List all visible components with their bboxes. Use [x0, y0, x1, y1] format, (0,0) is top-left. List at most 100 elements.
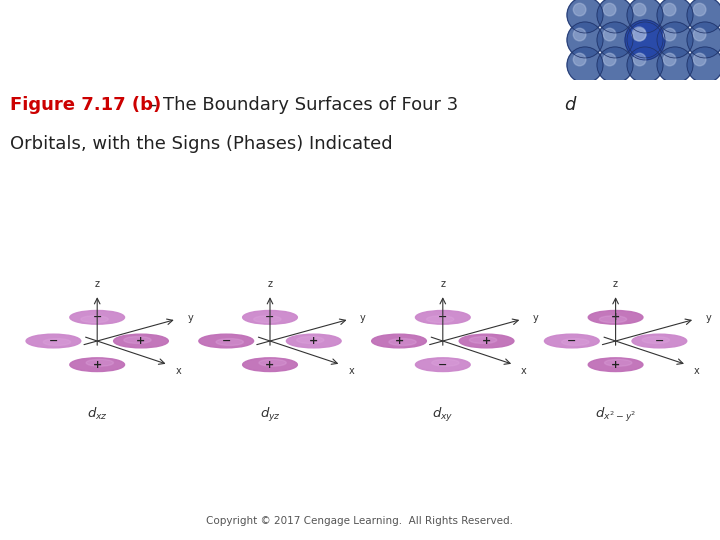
Circle shape: [663, 28, 676, 41]
Ellipse shape: [70, 358, 125, 372]
Ellipse shape: [124, 336, 151, 343]
Text: +: +: [611, 312, 620, 322]
Ellipse shape: [469, 336, 497, 343]
Text: +: +: [611, 360, 620, 370]
Ellipse shape: [415, 310, 470, 324]
Circle shape: [603, 3, 616, 16]
Circle shape: [567, 0, 603, 33]
Circle shape: [597, 47, 633, 83]
Text: +: +: [93, 360, 102, 370]
Text: Copyright © 2017 Cengage Learning.  All Rights Reserved.: Copyright © 2017 Cengage Learning. All R…: [207, 516, 513, 526]
Ellipse shape: [70, 310, 125, 324]
Text: x: x: [348, 366, 354, 376]
Circle shape: [627, 22, 663, 58]
Text: - The Boundary Surfaces of Four 3: - The Boundary Surfaces of Four 3: [145, 96, 458, 113]
Ellipse shape: [415, 358, 470, 372]
Ellipse shape: [588, 358, 643, 372]
Circle shape: [573, 3, 586, 16]
Text: d: d: [564, 96, 575, 113]
Text: +: +: [266, 360, 274, 370]
Circle shape: [634, 28, 646, 41]
Text: Figure 7.17 (b): Figure 7.17 (b): [10, 96, 161, 113]
Text: −: −: [438, 360, 448, 370]
Circle shape: [657, 47, 693, 83]
Text: −: −: [438, 312, 448, 322]
Ellipse shape: [26, 334, 81, 348]
Text: $d_{x^2-y^2}$: $d_{x^2-y^2}$: [595, 406, 636, 423]
Text: Orbital Shapes and Energies: Orbital Shapes and Energies: [8, 44, 275, 62]
Text: $d_{xz}$: $d_{xz}$: [86, 406, 108, 422]
Text: −: −: [92, 312, 102, 322]
Circle shape: [663, 53, 676, 66]
Text: x: x: [176, 366, 181, 376]
Circle shape: [627, 47, 663, 83]
Text: z: z: [613, 279, 618, 289]
Ellipse shape: [372, 334, 426, 348]
Ellipse shape: [259, 359, 287, 366]
Circle shape: [603, 53, 616, 66]
Ellipse shape: [605, 359, 632, 366]
Ellipse shape: [588, 310, 643, 324]
Circle shape: [634, 53, 646, 66]
Text: y: y: [360, 313, 366, 322]
Text: Section 7.7: Section 7.7: [8, 18, 122, 36]
Ellipse shape: [86, 359, 114, 366]
Circle shape: [627, 0, 663, 33]
Ellipse shape: [43, 339, 71, 346]
Text: x: x: [694, 366, 700, 376]
Text: −: −: [222, 336, 231, 346]
Ellipse shape: [287, 334, 341, 348]
Circle shape: [693, 3, 706, 16]
Text: −: −: [567, 336, 577, 346]
Ellipse shape: [114, 334, 168, 348]
Circle shape: [573, 53, 586, 66]
Ellipse shape: [216, 339, 243, 346]
Text: +: +: [482, 336, 491, 346]
Circle shape: [657, 0, 693, 33]
Ellipse shape: [81, 316, 108, 323]
Text: +: +: [395, 336, 404, 346]
Text: y: y: [706, 313, 711, 322]
Circle shape: [634, 3, 646, 16]
Circle shape: [597, 0, 633, 33]
Ellipse shape: [199, 334, 253, 348]
Text: x: x: [521, 366, 527, 376]
Ellipse shape: [432, 359, 459, 366]
Circle shape: [663, 3, 676, 16]
Circle shape: [573, 28, 586, 41]
Ellipse shape: [389, 339, 416, 346]
Text: +: +: [136, 336, 145, 346]
Text: y: y: [533, 313, 539, 322]
Ellipse shape: [243, 358, 297, 372]
Ellipse shape: [599, 316, 626, 323]
Circle shape: [687, 47, 720, 83]
Circle shape: [632, 27, 646, 41]
Ellipse shape: [544, 334, 599, 348]
Text: z: z: [268, 279, 272, 289]
Ellipse shape: [459, 334, 514, 348]
Text: −: −: [49, 336, 58, 346]
Circle shape: [687, 0, 720, 33]
Ellipse shape: [426, 316, 454, 323]
Circle shape: [597, 22, 633, 58]
Ellipse shape: [243, 310, 297, 324]
Circle shape: [603, 28, 616, 41]
Text: +: +: [309, 336, 318, 346]
Text: Orbitals, with the Signs (Phases) Indicated: Orbitals, with the Signs (Phases) Indica…: [10, 136, 392, 153]
Ellipse shape: [253, 316, 281, 323]
Circle shape: [567, 47, 603, 83]
Circle shape: [567, 22, 603, 58]
Text: z: z: [441, 279, 445, 289]
Text: −: −: [265, 312, 275, 322]
Ellipse shape: [632, 334, 687, 348]
Text: y: y: [187, 313, 193, 322]
Circle shape: [687, 22, 720, 58]
Ellipse shape: [562, 339, 589, 346]
Ellipse shape: [642, 336, 670, 343]
Circle shape: [693, 28, 706, 41]
Text: z: z: [95, 279, 99, 289]
Circle shape: [625, 20, 665, 60]
Text: −: −: [654, 336, 664, 346]
Ellipse shape: [297, 336, 324, 343]
Circle shape: [693, 53, 706, 66]
